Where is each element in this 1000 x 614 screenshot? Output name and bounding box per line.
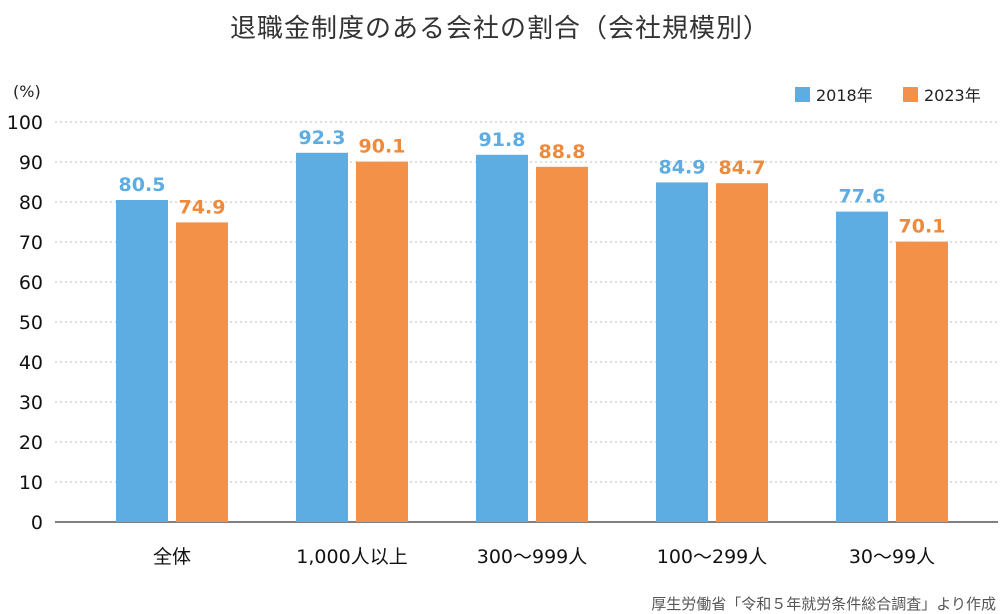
data-label: 74.9 (179, 196, 226, 218)
x-tick-label: 300～999人 (477, 546, 588, 568)
legend-label: 2023年 (924, 86, 981, 105)
data-label: 84.9 (659, 156, 706, 178)
y-tick-label: 30 (19, 392, 43, 414)
data-labels: 80.5 92.3 91.8 84.9 77.6 74.9 90.1 88.8 84.7 70.1 (119, 127, 946, 238)
y-tick-label: 90 (19, 152, 43, 174)
y-tick-label: 100 (7, 112, 43, 134)
x-tick-label: 全体 (153, 546, 191, 568)
data-label: 91.8 (479, 129, 526, 151)
legend-label: 2018年 (816, 86, 873, 105)
bar-2023年-全体 (176, 222, 228, 522)
legend-swatch (903, 87, 918, 102)
data-label: 80.5 (119, 174, 166, 196)
bar-2018年-30～99人 (836, 211, 888, 522)
source-note: 厚生労働省「令和５年就労条件総合調査」より作成 (651, 595, 996, 613)
data-label: 90.1 (359, 136, 406, 158)
data-label: 84.7 (719, 157, 766, 179)
y-tick-label: 0 (31, 512, 43, 534)
bar-2018年-100～299人 (656, 182, 708, 522)
y-tick-label: 20 (19, 432, 43, 454)
y-tick-label: 50 (19, 312, 43, 334)
data-label: 88.8 (539, 141, 586, 163)
x-tick-label: 1,000人以上 (296, 546, 407, 568)
y-tick-label: 60 (19, 272, 43, 294)
bar-2018年-1,000人以上 (296, 152, 348, 523)
x-tick-label: 100～299人 (657, 546, 768, 568)
y-tick-label: 80 (19, 192, 43, 214)
data-label: 92.3 (299, 127, 346, 149)
bar-2023年-100～299人 (716, 183, 768, 522)
bar-2018年-全体 (116, 200, 168, 522)
bars (116, 152, 948, 523)
y-tick-label: 40 (19, 352, 43, 374)
y-tick-label: 10 (19, 472, 43, 494)
y-axis-unit-label: (%) (13, 82, 41, 101)
y-axis: 0 10 20 30 40 50 60 70 80 90 100 (7, 112, 43, 534)
data-label: 77.6 (839, 186, 886, 208)
chart-title: 退職金制度のある会社の割合（会社規模別） (230, 14, 770, 44)
bar-2023年-300～999人 (536, 166, 588, 523)
bar-2018年-300～999人 (476, 154, 528, 523)
legend: 2018年 2023年 (795, 86, 981, 105)
x-axis: 全体 1,000人以上 300～999人 100～299人 30～99人 (153, 546, 935, 568)
x-tick-label: 30～99人 (849, 546, 935, 568)
bar-2023年-1,000人以上 (356, 161, 408, 522)
legend-swatch (795, 87, 810, 102)
y-tick-label: 70 (19, 232, 43, 254)
data-label: 70.1 (899, 216, 946, 238)
bar-2023年-30～99人 (896, 241, 948, 522)
